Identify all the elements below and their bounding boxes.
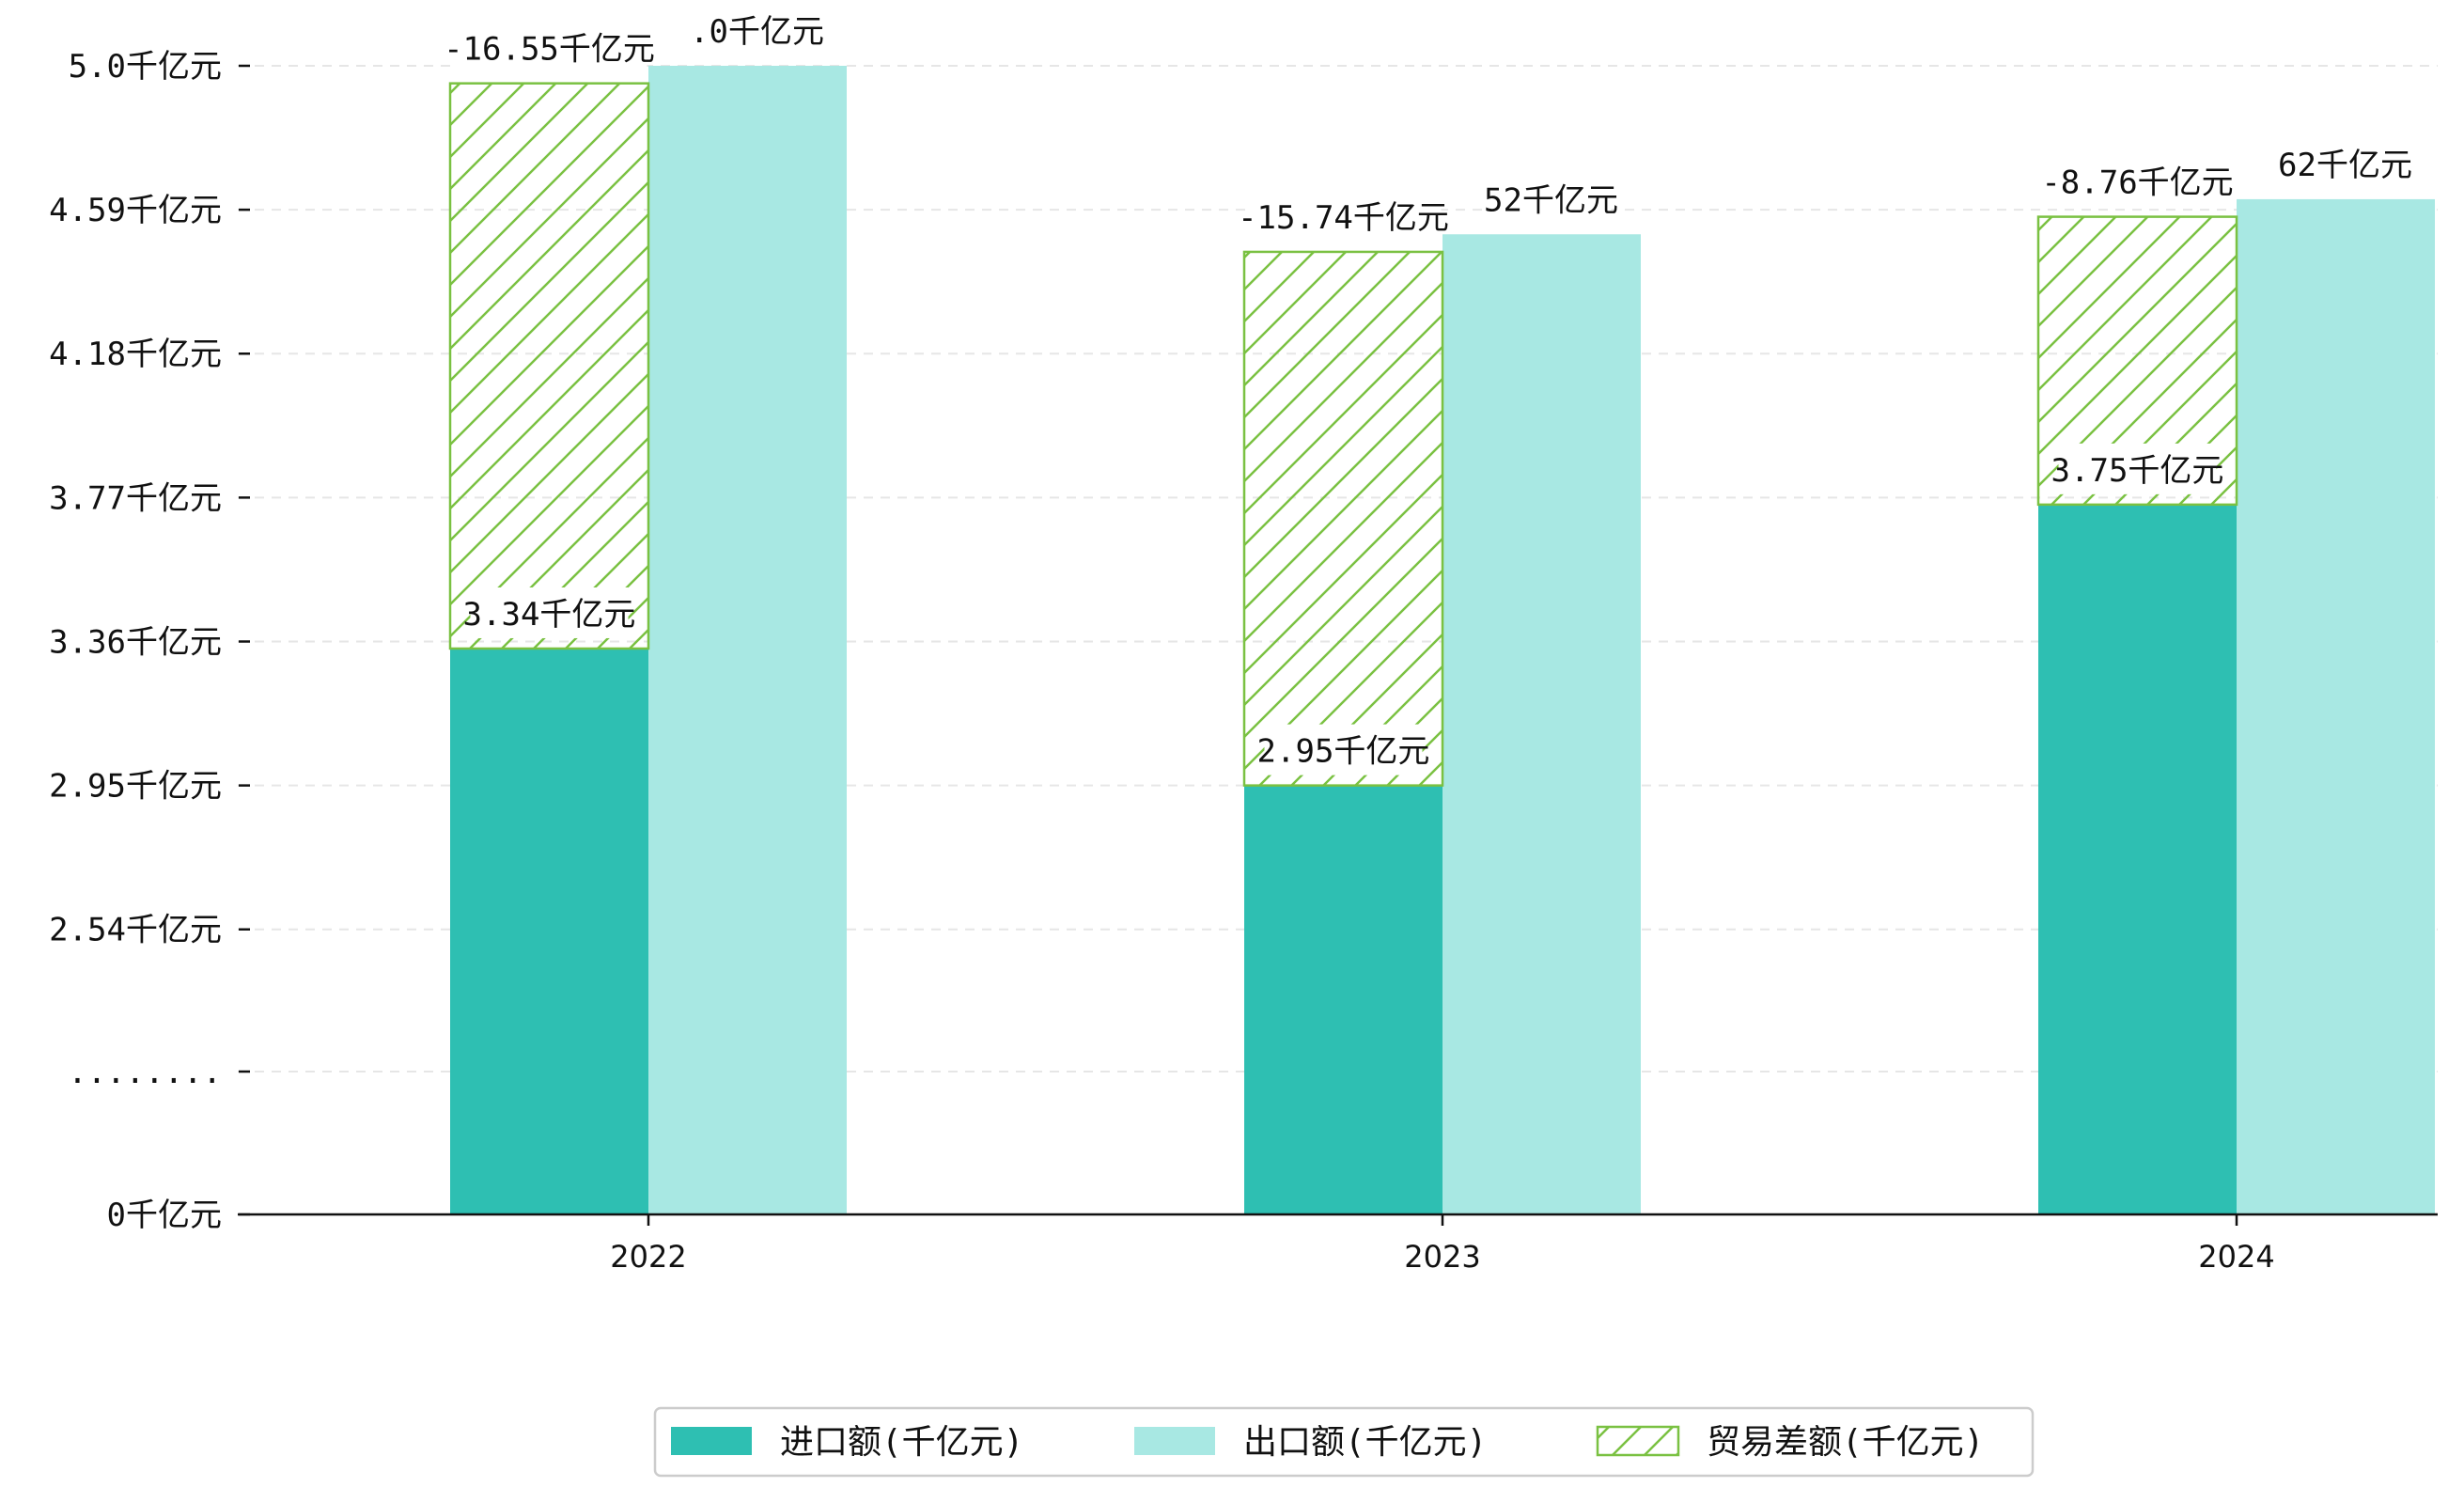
export-data-label-bg <box>1490 173 1612 225</box>
export-data-label-bg <box>696 5 818 55</box>
import-data-label: 3.34千亿元 <box>463 596 636 634</box>
export-bar <box>648 66 847 1214</box>
balance-data-label: -16.55千亿元 <box>444 31 655 69</box>
x-tick-label: 2022 <box>610 1239 686 1275</box>
legend: 进口额(千亿元) 出口额(千亿元) 贸易差额(千亿元) <box>653 1406 2035 1478</box>
y-axis-ticks: 0千亿元........ 2.54千亿元 2.95千亿元 3.36千亿元 3.77千亿元… <box>49 48 250 1234</box>
y-tick-label: 2.95千亿元 <box>49 768 222 806</box>
y-tick-label: 4.59千亿元 <box>49 192 222 229</box>
import-bar <box>1244 785 1443 1214</box>
y-tick-label: 4.18千亿元 <box>49 336 222 373</box>
balance-bar <box>448 82 650 650</box>
export-data-label: .0千亿元 <box>690 13 824 51</box>
balance-bar <box>1242 250 1444 787</box>
import-data-label-bg <box>2058 443 2217 494</box>
x-tick-label: 2024 <box>2198 1239 2274 1275</box>
import-bar <box>2038 504 2237 1214</box>
export-data-label: 62千亿元 <box>2278 147 2412 184</box>
legend-swatch-balance <box>1596 1425 1680 1457</box>
import-data-label: 2.95千亿元 <box>1257 733 1430 771</box>
legend-swatch-import <box>671 1427 752 1455</box>
export-data-label: 52千亿元 <box>1484 181 1618 219</box>
y-tick-label: 3.77千亿元 <box>49 479 222 517</box>
legend-swatch-export <box>1134 1427 1215 1455</box>
y-tick-label: ........ <box>68 1054 222 1091</box>
balance-data-label: -15.74千亿元 <box>1238 199 1449 237</box>
y-tick-label: 2.54千亿元 <box>49 912 222 949</box>
y-tick-label: 5.0千亿元 <box>69 48 222 86</box>
legend-label-export: 出口额(千亿元) <box>1243 1423 1487 1462</box>
export-data-label-bg <box>2285 137 2406 189</box>
balance-data-label: -8.76千亿元 <box>2041 164 2233 202</box>
import-data-label: 3.75千亿元 <box>2051 452 2224 490</box>
export-bar <box>2237 198 2435 1215</box>
x-tick-label: 2023 <box>1404 1239 1480 1275</box>
legend-label-import: 进口额(千亿元) <box>780 1423 1023 1462</box>
bars <box>448 66 2435 1215</box>
import-bar <box>450 648 648 1214</box>
import-data-label-bg <box>1264 724 1423 775</box>
legend-label-balance: 贸易差额(千亿元) <box>1707 1423 1984 1462</box>
data-labels: 3.34千亿元 -16.55千亿元 .0千亿元 2.95千亿元 -15.74千亿元 52千… <box>444 5 2412 775</box>
x-axis-ticks: 2022 2023 2024 <box>610 1214 2275 1275</box>
import-data-label-bg <box>470 587 629 638</box>
export-bar <box>1443 234 1641 1215</box>
legend-frame <box>653 1406 2035 1478</box>
balance-data-label-bg <box>451 22 647 73</box>
y-tick-label: 0千亿元 <box>107 1197 222 1234</box>
balance-data-label-bg <box>2049 155 2226 207</box>
y-tick-label: 3.36千亿元 <box>49 623 222 661</box>
balance-data-label-bg <box>1245 190 1442 242</box>
